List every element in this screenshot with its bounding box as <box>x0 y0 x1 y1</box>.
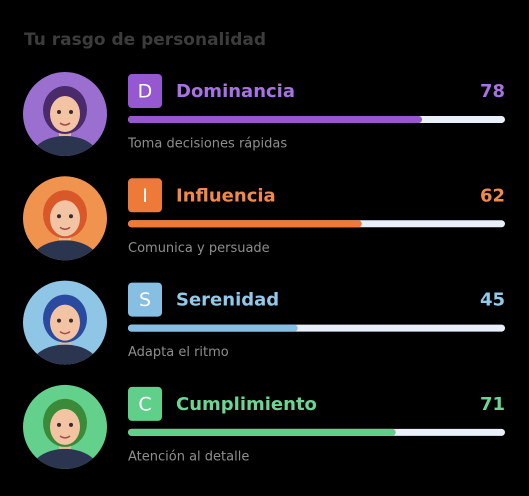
trait-row: C Cumplimiento 71 Atención al detalle <box>23 384 505 469</box>
avatar <box>31 294 99 365</box>
avatar-mouth <box>59 122 71 126</box>
letter-badge <box>128 282 162 317</box>
avatar-face <box>50 304 80 341</box>
title: Tu rasgo de personalidad <box>24 30 266 50</box>
avatar-body <box>31 136 99 156</box>
letter-badge <box>128 178 162 213</box>
trait-description: Comunica y persuade <box>128 241 270 256</box>
avatar-face <box>50 200 80 237</box>
bar-fill <box>128 220 362 228</box>
trait-name: Cumplimiento <box>176 394 317 415</box>
avatar-mouth <box>59 330 71 335</box>
avatar-eye <box>69 110 73 114</box>
trait-description: Adapta el ritmo <box>128 345 229 360</box>
trait-value: 62 <box>480 185 505 206</box>
avatar-mouth <box>59 226 71 231</box>
trait-row: S Serenidad 45 Adapta el ritmo <box>23 280 505 365</box>
avatar-mouth <box>59 435 71 439</box>
bar-fill <box>128 324 298 332</box>
bar-fill <box>128 116 423 123</box>
avatar-body <box>31 344 99 365</box>
avatar-eye <box>69 214 73 219</box>
avatar-face <box>50 96 80 132</box>
avatar-face <box>50 408 80 445</box>
trait-name: Influencia <box>176 185 276 206</box>
trait-name: Serenidad <box>176 290 279 311</box>
trait-row: D Dominancia 78 Toma decisiones rápidas <box>23 72 505 156</box>
avatar-eye <box>57 214 61 219</box>
avatar-eye <box>57 110 61 114</box>
trait-description: Toma decisiones rápidas <box>127 137 287 152</box>
avatar-eye <box>69 318 73 323</box>
avatar-eye <box>57 422 61 427</box>
trait-value: 45 <box>480 290 505 311</box>
avatar-eye <box>57 318 61 323</box>
avatar <box>31 86 99 156</box>
avatar <box>31 190 99 261</box>
trait-row: I Influencia 62 Comunica y persuade <box>23 176 505 261</box>
bar-fill <box>128 428 396 436</box>
trait-description: Atención al detalle <box>128 449 249 464</box>
avatar-body <box>31 448 99 469</box>
letter: D <box>138 81 153 103</box>
letter-badge <box>128 386 162 421</box>
trait-name: Dominancia <box>176 81 295 102</box>
avatar <box>31 398 99 469</box>
letter-badge <box>128 74 162 108</box>
avatar-eye <box>69 422 73 427</box>
letter: I <box>142 185 148 207</box>
trait-value: 78 <box>480 81 505 102</box>
avatar-body <box>31 240 99 261</box>
trait-value: 71 <box>480 394 505 415</box>
letter: C <box>138 393 151 415</box>
letter: S <box>139 289 151 311</box>
